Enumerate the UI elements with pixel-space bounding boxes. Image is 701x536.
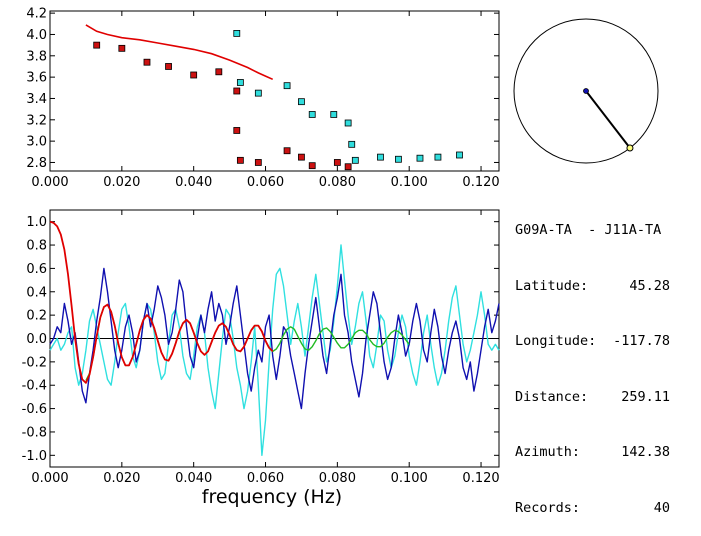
info-label: Distance: <box>515 388 589 405</box>
bottom-y-tick-label: -0.8 <box>22 425 47 440</box>
cyan-data-point <box>348 140 356 148</box>
bottom-x-tick-label: 0.080 <box>319 471 356 486</box>
bottom-y-tick-label: -0.2 <box>22 355 47 370</box>
red-data-point <box>118 44 126 52</box>
compass-circle <box>513 18 659 164</box>
bottom-y-tick-label: -1.0 <box>22 449 47 464</box>
red-data-point <box>298 153 305 161</box>
cyan-data-point <box>456 151 463 159</box>
red-series-line <box>49 220 274 384</box>
bottom-x-tick-label: 0.020 <box>103 471 140 486</box>
cyan-data-point <box>377 153 384 161</box>
bottom-x-tick-label: 0.060 <box>247 471 284 486</box>
info-value: -117.78 <box>613 333 670 349</box>
cyan-data-point <box>236 79 244 86</box>
red-data-point <box>344 163 352 171</box>
top-x-tick-label: 0.060 <box>247 175 284 190</box>
top-x-tick-label: 0.000 <box>31 175 68 190</box>
cyan-series-line <box>49 244 500 456</box>
red-data-point <box>333 159 341 166</box>
top-x-tick-label: 0.020 <box>103 175 140 190</box>
cyan-data-point <box>330 111 338 118</box>
top-y-tick-label: 3.0 <box>26 135 47 150</box>
top-x-tick-label: 0.120 <box>462 175 499 190</box>
blue-series-line <box>49 267 500 410</box>
cyan-data-point <box>434 153 442 161</box>
info-records: Records: 40 <box>515 499 670 518</box>
cyan-data-point <box>308 111 316 118</box>
red-data-point <box>283 147 291 155</box>
red-data-point <box>308 162 316 170</box>
red-data-point <box>143 58 151 66</box>
dispersion-plot: 0.000 0.020 0.040 0.060 0.080 0.100 0.120 2.8 3.… <box>26 7 499 190</box>
bottom-y-tick-label: 1.0 <box>26 215 47 230</box>
info-value: 259.11 <box>621 388 670 405</box>
bottom-x-tick-label: 0.120 <box>462 471 499 486</box>
top-y-tick-label: 3.2 <box>26 113 47 128</box>
station-info-panel: G09A-TA - J11A-TA Latitude: 45.28 Longitu… <box>515 184 670 536</box>
info-label: Records: <box>515 499 581 516</box>
top-y-tick-label: 2.8 <box>26 156 47 171</box>
info-value: 45.28 <box>629 277 670 294</box>
red-data-point <box>190 71 198 79</box>
azimuth-compass <box>513 18 659 164</box>
info-latitude: Latitude: 45.28 <box>515 277 670 296</box>
top-x-tick-label: 0.080 <box>319 175 356 190</box>
x-axis-label: frequency (Hz) <box>202 486 342 508</box>
cyan-data-point <box>344 119 352 127</box>
bottom-y-tick-label: 0.8 <box>26 239 47 254</box>
info-longitude: Longitude: -117.78 <box>515 332 670 351</box>
red-data-point <box>215 68 223 76</box>
dispersion-curve <box>85 24 274 81</box>
cyan-data-point <box>254 89 262 97</box>
bottom-y-tick-label: 0.6 <box>26 262 47 277</box>
red-data-point <box>233 127 241 134</box>
bottom-y-tick-label: -0.6 <box>22 402 47 417</box>
info-label: Latitude: <box>515 277 589 294</box>
cyan-data-point <box>395 155 402 163</box>
bottom-y-tick-label: 0.2 <box>26 309 47 324</box>
top-y-tick-label: 4.0 <box>26 28 47 43</box>
bottom-x-tick-label: 0.040 <box>175 471 212 486</box>
cyan-data-point <box>416 154 424 162</box>
cyan-data-point <box>283 82 291 90</box>
station-pair: G09A-TA - J11A-TA <box>515 222 662 238</box>
red-data-point <box>254 159 262 166</box>
azimuth-line <box>585 90 631 149</box>
red-data-point <box>233 87 241 95</box>
info-label: Longitude: <box>515 333 597 349</box>
top-y-tick-label: 3.8 <box>26 49 47 64</box>
top-frame <box>49 10 500 172</box>
info-label: Azimuth: <box>515 444 581 460</box>
cyan-data-point <box>298 98 305 106</box>
bottom-y-tick-label: 0.4 <box>26 285 47 300</box>
info-azimuth: Azimuth: 142.38 <box>515 443 670 462</box>
target-marker <box>626 144 634 152</box>
cyan-data-point <box>233 29 241 37</box>
top-y-tick-label: 3.4 <box>26 92 47 107</box>
bottom-x-tick-label: 0.100 <box>391 471 428 486</box>
top-x-tick-label: 0.100 <box>391 175 428 190</box>
info-value: 40 <box>653 499 670 516</box>
red-data-point <box>236 156 244 164</box>
top-y-tick-label: 3.6 <box>26 71 47 86</box>
top-x-tick-label: 0.040 <box>175 175 212 190</box>
cyan-data-point <box>351 156 359 164</box>
info-value: 142.38 <box>621 444 670 460</box>
correlation-plot: 0.000 0.020 0.040 0.060 0.080 0.100 0.120 -1.0 -… <box>22 209 500 486</box>
info-distance: Distance: 259.11 <box>515 388 670 407</box>
figure: 0.000 0.020 0.040 0.060 0.080 0.100 0.120 2.8 3.… <box>22 7 659 508</box>
station-marker <box>583 88 589 94</box>
bottom-y-tick-label: -0.4 <box>22 379 47 394</box>
bottom-x-tick-label: 0.000 <box>31 471 68 486</box>
bottom-y-tick-label: 0.0 <box>26 332 47 347</box>
top-y-tick-label: 4.2 <box>26 7 47 22</box>
red-data-point <box>93 41 101 49</box>
red-data-point <box>165 63 172 70</box>
